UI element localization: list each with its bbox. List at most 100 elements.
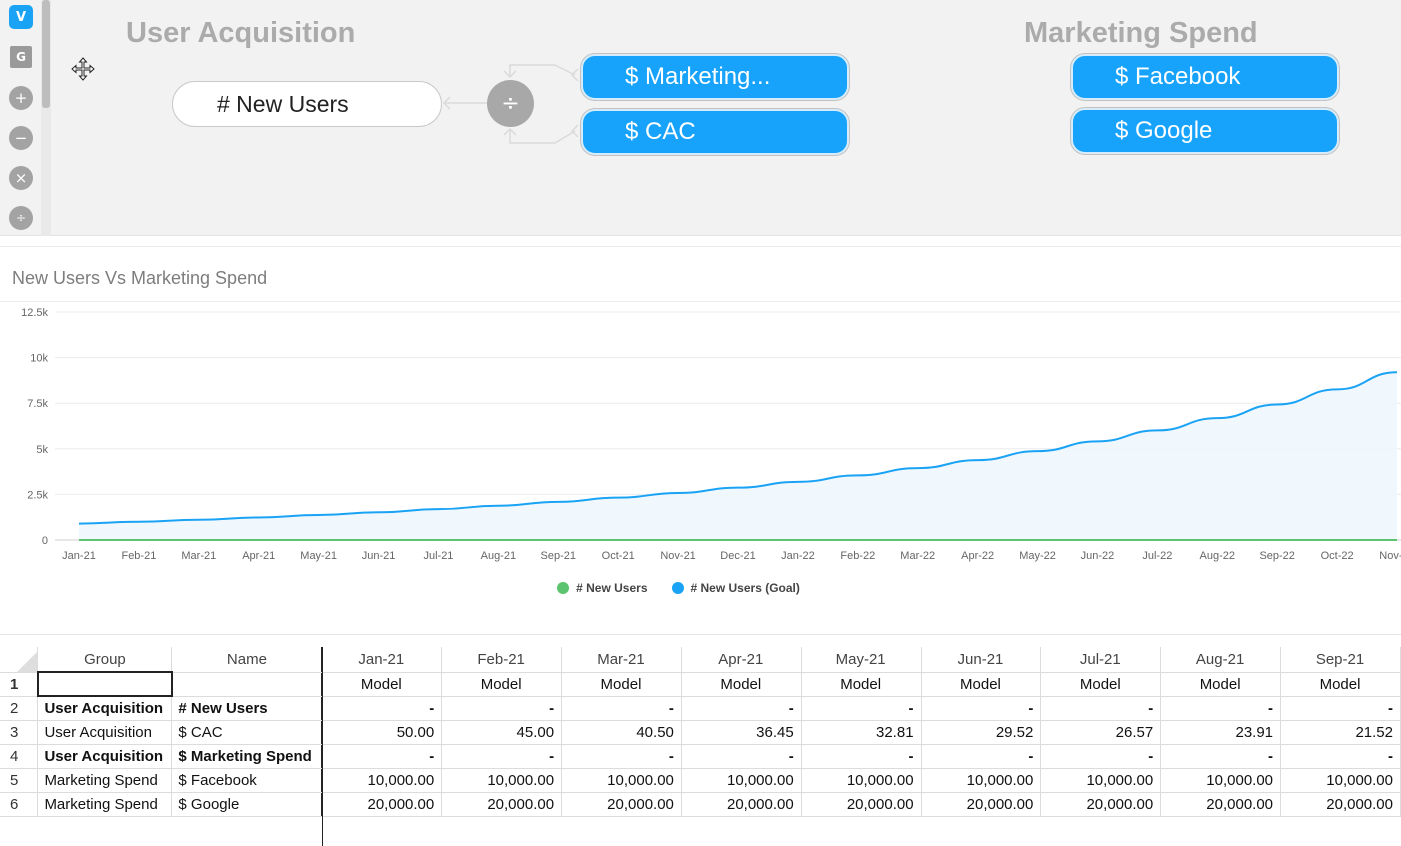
value-cell[interactable]: 20,000.00	[921, 792, 1042, 817]
value-cell[interactable]: -	[1160, 744, 1282, 769]
value-cell[interactable]: -	[1160, 696, 1282, 721]
value-cell[interactable]: -	[441, 696, 563, 721]
value-cell[interactable]: -	[1280, 744, 1401, 769]
value-cell[interactable]: -	[801, 744, 922, 769]
row-number[interactable]: 6	[0, 792, 39, 817]
column-header-month[interactable]: Aug-21	[1160, 647, 1282, 673]
close-button[interactable]: ×	[9, 166, 33, 190]
value-cell[interactable]: -	[1280, 696, 1401, 721]
value-cell[interactable]: 20,000.00	[1280, 792, 1401, 817]
canvas-scrollbar[interactable]	[41, 0, 51, 236]
value-cell[interactable]: 20,000.00	[801, 792, 922, 817]
node-marketing[interactable]: $ Marketing...	[581, 54, 849, 100]
collapse-button[interactable]: ÷	[9, 206, 33, 230]
group-cell[interactable]: Marketing Spend	[37, 792, 173, 817]
value-cell[interactable]: 10,000.00	[921, 768, 1042, 793]
row-number[interactable]: 3	[0, 720, 39, 745]
group-cell[interactable]: User Acquisition	[37, 696, 173, 721]
scenario-cell[interactable]: Model	[1040, 672, 1162, 697]
value-cell[interactable]: 20,000.00	[321, 792, 443, 817]
column-header-group[interactable]: Group	[37, 647, 173, 673]
value-cell[interactable]: 10,000.00	[681, 768, 802, 793]
value-cell[interactable]: 45.00	[441, 720, 563, 745]
row-number[interactable]: 1	[0, 672, 39, 697]
select-all-corner[interactable]	[0, 647, 39, 673]
value-cell[interactable]: -	[321, 744, 443, 769]
value-cell[interactable]: 20,000.00	[561, 792, 682, 817]
scenario-cell[interactable]: Model	[1280, 672, 1401, 697]
value-cell[interactable]: -	[1040, 696, 1162, 721]
value-cell[interactable]: -	[681, 696, 802, 721]
name-cell[interactable]: $ Google	[171, 792, 323, 817]
value-cell[interactable]: -	[561, 744, 682, 769]
view-button[interactable]: V	[9, 5, 33, 29]
value-cell[interactable]: 26.57	[1040, 720, 1162, 745]
value-cell[interactable]: 10,000.00	[441, 768, 563, 793]
group-cell[interactable]: Marketing Spend	[37, 768, 173, 793]
column-header-month[interactable]: Mar-21	[561, 647, 682, 673]
value-cell[interactable]: 10,000.00	[561, 768, 682, 793]
group-cell[interactable]: User Acquisition	[37, 720, 173, 745]
row-number[interactable]: 4	[0, 744, 39, 769]
value-cell[interactable]: 10,000.00	[321, 768, 443, 793]
value-cell[interactable]: 50.00	[321, 720, 443, 745]
column-header-month[interactable]: Apr-21	[681, 647, 802, 673]
scenario-cell[interactable]: Model	[801, 672, 922, 697]
scenario-cell[interactable]: Model	[321, 672, 443, 697]
value-cell[interactable]: -	[321, 696, 443, 721]
node-google[interactable]: $ Google	[1071, 108, 1339, 154]
value-cell[interactable]: -	[681, 744, 802, 769]
value-cell[interactable]: 40.50	[561, 720, 682, 745]
value-cell[interactable]: 29.52	[921, 720, 1042, 745]
value-cell[interactable]: 23.91	[1160, 720, 1282, 745]
zoom-out-button[interactable]: −	[9, 126, 33, 150]
canvas-scrollbar-thumb[interactable]	[42, 0, 50, 108]
freeze-pane-divider[interactable]	[322, 647, 323, 846]
scenario-cell[interactable]: Model	[921, 672, 1042, 697]
scenario-cell[interactable]: Model	[681, 672, 802, 697]
value-cell[interactable]: 10,000.00	[801, 768, 922, 793]
value-cell[interactable]: 10,000.00	[1160, 768, 1282, 793]
value-cell[interactable]: 21.52	[1280, 720, 1401, 745]
column-header-month[interactable]: Jan-21	[321, 647, 443, 673]
node-new-users[interactable]: # New Users	[172, 81, 442, 127]
row-number[interactable]: 2	[0, 696, 39, 721]
scenario-cell[interactable]: Model	[1160, 672, 1282, 697]
column-header-month[interactable]: Jul-21	[1040, 647, 1162, 673]
column-header-month[interactable]: Jun-21	[921, 647, 1042, 673]
row-number[interactable]: 5	[0, 768, 39, 793]
selected-cell[interactable]	[36, 671, 173, 697]
value-cell[interactable]: 20,000.00	[681, 792, 802, 817]
value-cell[interactable]: -	[921, 744, 1042, 769]
value-cell[interactable]: 20,000.00	[1040, 792, 1162, 817]
value-cell[interactable]: -	[441, 744, 563, 769]
value-cell[interactable]: 36.45	[681, 720, 802, 745]
value-cell[interactable]: 32.81	[801, 720, 922, 745]
name-cell[interactable]: $ CAC	[171, 720, 323, 745]
series-line-new-users-goal[interactable]	[78, 371, 1398, 525]
scenario-cell[interactable]: Model	[561, 672, 682, 697]
value-cell[interactable]: 20,000.00	[441, 792, 563, 817]
value-cell[interactable]: 20,000.00	[1160, 792, 1282, 817]
table-cell[interactable]	[171, 672, 323, 697]
scenario-cell[interactable]: Model	[441, 672, 563, 697]
legend-item-new-users-goal[interactable]: # New Users (Goal)	[671, 579, 800, 597]
value-cell[interactable]: 10,000.00	[1280, 768, 1401, 793]
column-header-name[interactable]: Name	[171, 647, 323, 673]
model-canvas[interactable]: V G + − × ÷ User Acquisition Marketing S…	[0, 0, 1401, 236]
node-facebook[interactable]: $ Facebook	[1071, 54, 1339, 100]
name-cell[interactable]: # New Users	[171, 696, 323, 721]
column-header-month[interactable]: Feb-21	[441, 647, 563, 673]
zoom-in-button[interactable]: +	[9, 86, 33, 110]
node-cac[interactable]: $ CAC	[581, 109, 849, 155]
name-cell[interactable]: $ Marketing Spend	[171, 744, 323, 769]
value-cell[interactable]: -	[561, 696, 682, 721]
value-cell[interactable]: -	[921, 696, 1042, 721]
legend-item-new-users[interactable]: # New Users	[557, 579, 648, 597]
group-button[interactable]: G	[10, 46, 32, 68]
divide-operator-icon[interactable]: ÷	[487, 80, 534, 127]
value-cell[interactable]: 10,000.00	[1040, 768, 1162, 793]
name-cell[interactable]: $ Facebook	[171, 768, 323, 793]
spreadsheet-grid[interactable]: Group Name Jan-21 Feb-21 Mar-21 Apr-21 May-21 J…	[0, 647, 1401, 817]
column-header-month[interactable]: May-21	[801, 647, 922, 673]
